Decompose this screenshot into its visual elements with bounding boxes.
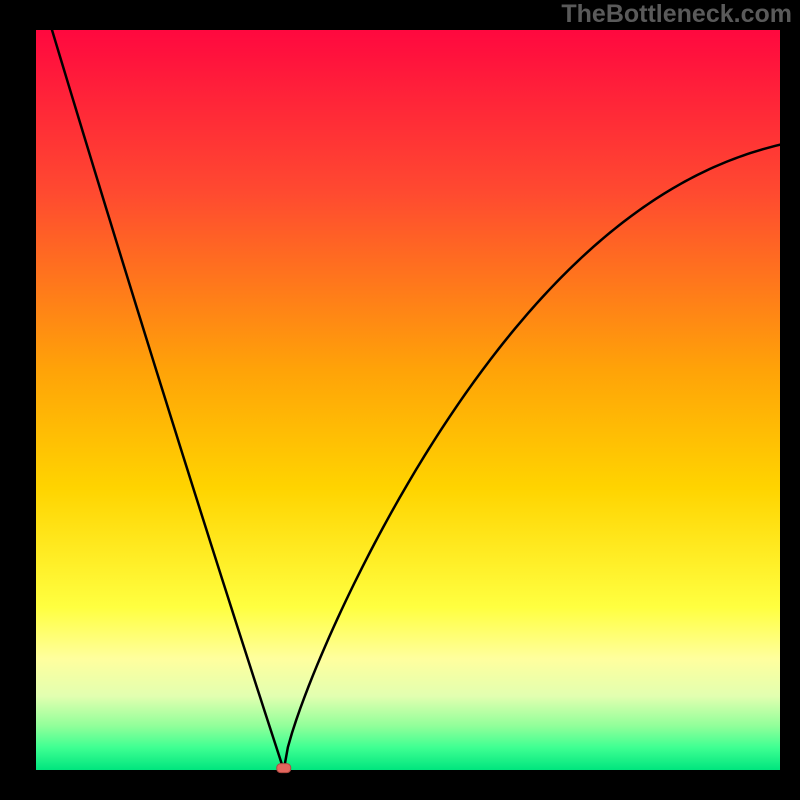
sweet-spot-marker — [277, 764, 291, 773]
watermark-text: TheBottleneck.com — [561, 0, 792, 29]
chart-frame: TheBottleneck.com — [0, 0, 800, 800]
chart-svg — [0, 0, 800, 800]
plot-background — [36, 30, 780, 770]
